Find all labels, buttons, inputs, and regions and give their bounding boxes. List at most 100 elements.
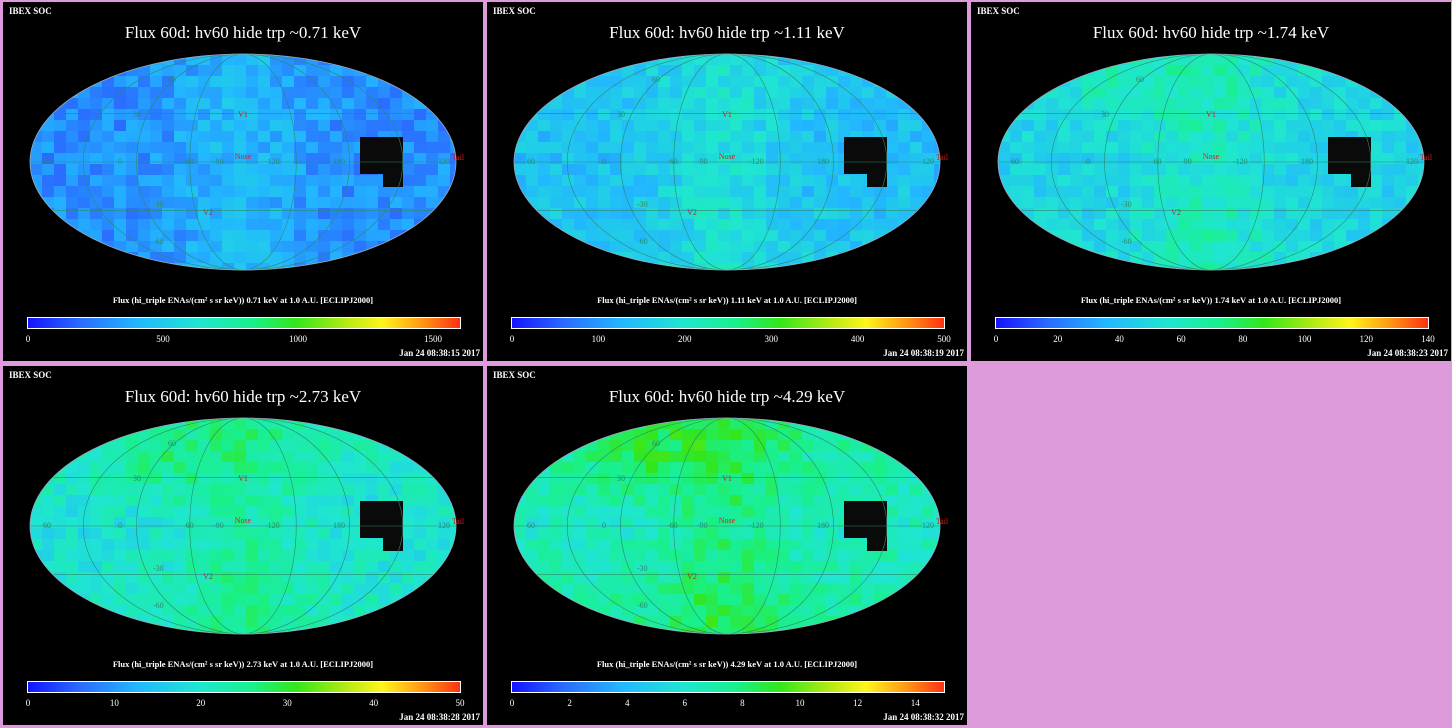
lat-label: -60 xyxy=(637,601,648,610)
lat-label: -30 xyxy=(637,564,648,573)
nose-label: Nose xyxy=(235,516,252,525)
lat-label: 60 xyxy=(652,439,660,448)
colorbar-tick-label: 4 xyxy=(624,698,630,708)
colorbar-tick-label: 6 xyxy=(682,698,688,708)
colorbar xyxy=(511,681,945,693)
lon-label: -60 xyxy=(183,157,194,166)
colorbar-tick-label: 1000 xyxy=(289,334,307,344)
v1-label: V1 xyxy=(238,110,248,119)
colorbar-tick-label: 10 xyxy=(795,698,805,708)
lon-label: 120 xyxy=(1406,157,1418,166)
lat-label: -30 xyxy=(637,200,648,209)
lon-label: 60 xyxy=(527,157,535,166)
map-panel-0: IBEX SOC Flux 60d: hv60 hide trp ~0.71 k… xyxy=(3,2,483,361)
lat-label: 60 xyxy=(652,75,660,84)
lat-label: 30 xyxy=(1101,110,1109,119)
tail-label: Tail xyxy=(936,517,949,526)
lat-label: -60 xyxy=(153,237,164,246)
tail-label: Tail xyxy=(452,153,465,162)
flux-pixels xyxy=(998,54,1424,270)
lon-label: -120 xyxy=(749,157,764,166)
lat-label: 30 xyxy=(617,110,625,119)
lon-label: -90 xyxy=(213,521,224,530)
nose-label: Nose xyxy=(719,516,736,525)
colorbar-tick-label: 100 xyxy=(591,334,606,344)
lon-label: -90 xyxy=(697,157,708,166)
colorbar-tick-label: 12 xyxy=(853,698,863,708)
map-outline xyxy=(513,417,941,635)
lat-label: -30 xyxy=(153,564,164,573)
lat-label: 30 xyxy=(617,474,625,483)
tail-label: Tail xyxy=(1420,153,1433,162)
lon-label: 120 xyxy=(922,521,934,530)
panel-title: Flux 60d: hv60 hide trp ~2.73 keV xyxy=(124,387,362,406)
colorbar-tick-label: 140 xyxy=(1421,334,1435,344)
colorbar-caption: Flux (hi_triple ENAs/(cm² s sr keV)) 2.7… xyxy=(112,659,374,669)
colorbar-tick-label: 0 xyxy=(25,334,31,344)
lon-label: -120 xyxy=(1233,157,1248,166)
colorbar-tick-label: 20 xyxy=(196,698,206,708)
colorbar-tick-label: 10 xyxy=(109,698,119,708)
colorbar-caption: Flux (hi_triple ENAs/(cm² s sr keV)) 1.1… xyxy=(597,295,857,305)
lon-label: -120 xyxy=(749,521,764,530)
lat-label: 60 xyxy=(168,439,176,448)
colorbar-tick-label: 40 xyxy=(369,698,379,708)
lon-label: -90 xyxy=(213,157,224,166)
colorbar-tick-label: 120 xyxy=(1359,334,1374,344)
map-panel-3: IBEX SOC Flux 60d: hv60 hide trp ~2.73 k… xyxy=(3,366,483,725)
lon-label: 60 xyxy=(1011,157,1019,166)
lat-label: -60 xyxy=(153,601,164,610)
v1-label: V1 xyxy=(722,474,732,483)
lon-label: 0 xyxy=(118,521,122,530)
colorbar xyxy=(511,317,945,329)
v1-label: V1 xyxy=(722,110,732,119)
flux-pixels xyxy=(514,54,940,270)
lon-label: 180 xyxy=(333,521,345,530)
colorbar-tick-label: 200 xyxy=(678,334,692,344)
v2-label: V2 xyxy=(203,572,213,581)
lon-label: 120 xyxy=(922,157,934,166)
lat-label: -60 xyxy=(1121,237,1132,246)
map-panel-4: IBEX SOC Flux 60d: hv60 hide trp ~4.29 k… xyxy=(487,366,967,725)
map-outline xyxy=(513,53,941,271)
v2-label: V2 xyxy=(687,572,697,581)
flux-pixels xyxy=(30,418,456,634)
sky-map: 60 0 -60 -90 -120 180 120 60 30 -30 -60 Nose Tail V1 V… xyxy=(29,53,465,271)
colorbar-tick-label: 0 xyxy=(25,698,31,708)
timestamp: Jan 24 08:38:32 2017 xyxy=(883,712,964,722)
lon-label: -90 xyxy=(697,521,708,530)
colorbar-tick-label: 8 xyxy=(740,698,745,708)
colorbar xyxy=(27,317,461,329)
panel-header: IBEX SOC xyxy=(977,6,1020,16)
panel-header: IBEX SOC xyxy=(9,370,52,380)
map-outline xyxy=(29,417,457,635)
v2-label: V2 xyxy=(687,208,697,217)
lon-label: 60 xyxy=(43,521,51,530)
colorbar-tick-label: 40 xyxy=(1114,334,1124,344)
lat-label: -30 xyxy=(1121,200,1132,209)
colorbar-tick-label: 500 xyxy=(156,334,170,344)
lat-label: -30 xyxy=(153,200,164,209)
colorbar-tick-label: 14 xyxy=(910,698,920,708)
lon-label: 0 xyxy=(118,157,122,166)
colorbar-tick-label: 300 xyxy=(764,334,778,344)
lon-label: 0 xyxy=(1086,157,1090,166)
lon-label: -60 xyxy=(1151,157,1162,166)
nose-label: Nose xyxy=(235,152,252,161)
colorbar xyxy=(995,317,1429,329)
flux-pixels xyxy=(514,418,940,634)
colorbar-tick-label: 500 xyxy=(937,334,951,344)
colorbar-caption: Flux (hi_triple ENAs/(cm² s sr keV)) 4.2… xyxy=(596,659,858,669)
map-outline xyxy=(29,53,457,271)
lon-label: 0 xyxy=(602,521,606,530)
sky-map: 60 0 -60 -90 -120 180 120 60 30 -30 -60 Nose Tail V1 V… xyxy=(29,417,465,635)
colorbar-tick-label: 100 xyxy=(1297,334,1312,344)
colorbar-caption: Flux (hi_triple ENAs/(cm² s sr keV)) 1.7… xyxy=(1080,295,1342,305)
lat-label: 30 xyxy=(133,110,141,119)
v2-label: V2 xyxy=(1171,208,1181,217)
timestamp: Jan 24 08:38:23 2017 xyxy=(1367,348,1448,358)
nose-label: Nose xyxy=(719,152,736,161)
panel-title: Flux 60d: hv60 hide trp ~1.74 keV xyxy=(1092,23,1330,42)
lon-label: 60 xyxy=(43,157,51,166)
timestamp: Jan 24 08:38:15 2017 xyxy=(399,348,480,358)
